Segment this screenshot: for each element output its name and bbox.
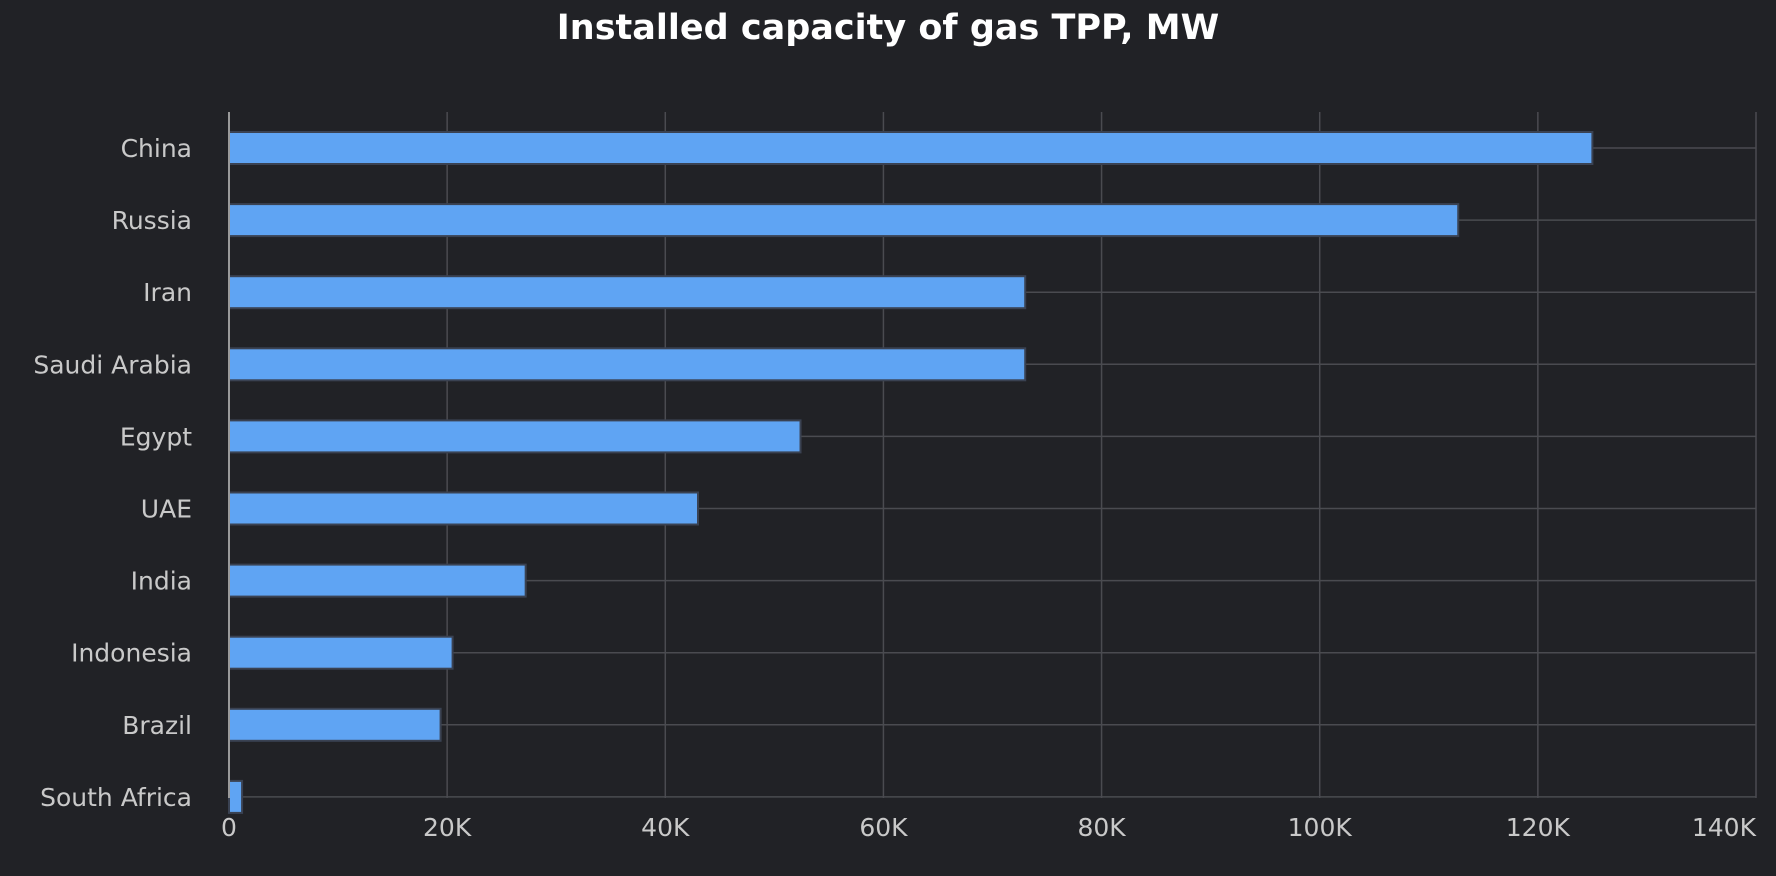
category-label: China	[121, 134, 192, 163]
x-tick-label: 100K	[1288, 813, 1353, 842]
bar	[228, 779, 244, 814]
category-label: Egypt	[120, 422, 192, 451]
category-label: Brazil	[122, 711, 192, 740]
category-label: South Africa	[40, 783, 192, 812]
chart-title: Installed capacity of gas TPP, MW	[556, 8, 1220, 48]
bar	[228, 707, 442, 742]
bar	[228, 275, 1027, 310]
bar	[228, 131, 1594, 165]
category-label: Indonesia	[71, 639, 192, 668]
bars-layer	[228, 131, 1594, 814]
bar	[228, 563, 527, 598]
category-label: India	[131, 567, 192, 596]
x-tick-label: 20K	[423, 813, 472, 842]
x-tick-label: 140K	[1692, 813, 1757, 842]
bar	[228, 419, 802, 454]
bar	[228, 491, 700, 526]
x-tick-label: 80K	[1077, 813, 1126, 842]
x-tick-label: 120K	[1506, 813, 1571, 842]
category-label: Russia	[112, 206, 192, 235]
bar	[228, 635, 454, 670]
bar	[228, 203, 1460, 238]
x-tick-label: 0	[221, 813, 237, 842]
category-label: Saudi Arabia	[33, 350, 192, 379]
labels-layer: China Russia Iran Saudi Arabia Egypt UAE India…	[33, 134, 1756, 842]
x-tick-label: 40K	[641, 813, 690, 842]
category-label: UAE	[141, 495, 192, 524]
category-label: Iran	[143, 278, 192, 307]
bar	[228, 347, 1027, 382]
x-tick-label: 60K	[859, 813, 908, 842]
